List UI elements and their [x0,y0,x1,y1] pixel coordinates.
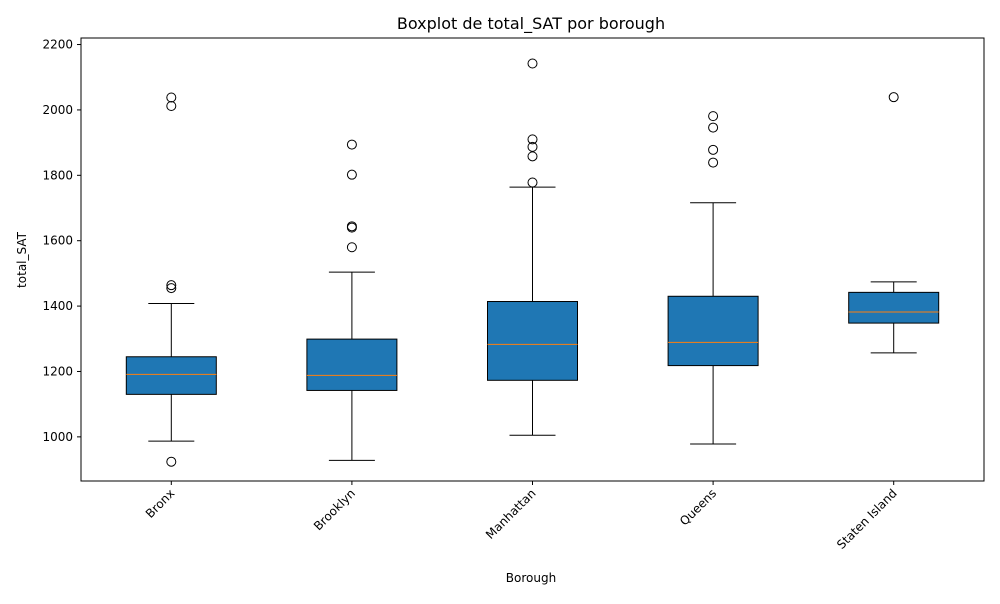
plot-area: 1000 1200 1400 1600 1800 2000 2200 Bronx Brookly… [42,37,985,552]
outlier-point [346,242,357,253]
outlier-point [166,92,177,103]
outlier-point [527,58,538,69]
x-tick-label: Bronx [143,486,178,521]
x-tick-label: Brooklyn [311,486,358,533]
y-tick-label: 1800 [42,168,73,182]
outlier-point [708,111,719,122]
box-staten-island [848,92,940,354]
outlier-point [346,169,357,180]
x-tick-label: Manhattan [483,486,539,542]
y-tick-label: 2000 [42,103,73,117]
outlier-point [708,144,719,155]
outlier-point [166,456,177,467]
x-tick-label: Staten Island [834,486,900,552]
box-manhattan [487,58,578,436]
box-iqr [487,301,578,381]
box-queens [667,111,759,445]
outlier-point [527,134,538,145]
box-iqr [125,356,217,395]
outlier-point [346,222,357,233]
outlier-point [708,122,719,133]
box-bronx [125,92,217,467]
box-iqr [848,291,940,324]
outlier-point [166,101,177,112]
chart-title: Boxplot de total_SAT por borough [397,14,665,34]
y-tick-label: 1000 [42,430,73,444]
outlier-point [527,177,538,188]
box-iqr [667,295,759,367]
box-iqr [306,338,398,391]
y-tick-label: 1400 [42,299,73,313]
x-tick-label: Queens [677,486,719,528]
y-tick-label: 2200 [42,38,73,52]
y-tick-label: 1600 [42,234,73,248]
y-tick-label: 1200 [42,364,73,378]
outlier-point [527,151,538,162]
y-axis-label: total_SAT [15,231,29,288]
box-brooklyn [306,139,398,461]
x-axis-label: Borough [506,571,556,585]
outlier-point [166,280,177,291]
outlier-point [708,157,719,168]
outlier-point [166,283,177,294]
outlier-point [346,139,357,150]
outlier-point [888,92,899,103]
